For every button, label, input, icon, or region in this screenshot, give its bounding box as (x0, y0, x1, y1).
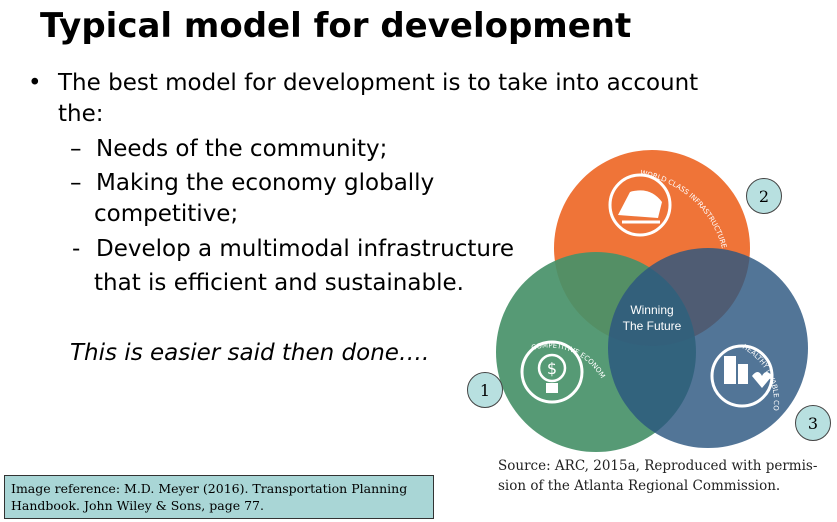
buildings-heart-icon (710, 344, 774, 408)
italic-note: This is easier said then done…. (70, 340, 430, 366)
venn-diagram: WORLD CLASS INFRASTRUCTURE $ COMPETITIVE… (490, 150, 808, 452)
reference-line2: Handbook. John Wiley & Sons, page 77. (11, 498, 264, 513)
svg-text:$: $ (547, 359, 557, 378)
venn-label-2: 2 (746, 178, 782, 214)
sub-item-community: Needs of the community; (96, 136, 388, 162)
bullet-text-line1: The best model for development is to tak… (58, 70, 699, 96)
sub-dash-2: – (70, 170, 82, 196)
source-line2: sion of the Atlanta Regional Commission. (498, 478, 781, 494)
slide-title: Typical model for development (40, 6, 632, 46)
venn-label-3: 3 (795, 405, 831, 441)
sub-item-economy-line2: competitive; (94, 201, 239, 227)
venn-label-1: 1 (467, 372, 503, 408)
train-icon (608, 173, 672, 237)
bullet-dot: • (28, 70, 42, 96)
sub-item-economy-line1: Making the economy globally (96, 170, 435, 196)
reference-line1: Image reference: M.D. Meyer (2016). Tran… (11, 481, 408, 496)
sub-dash-1: – (70, 136, 82, 162)
source-caption: Source: ARC, 2015a, Reproduced with perm… (498, 456, 817, 496)
venn-circle-communities (608, 248, 808, 448)
venn-center-line2: The Future (623, 319, 682, 333)
sub-dash-3: - (72, 236, 81, 262)
sub-item-infrastructure-line1: Develop a multimodal infrastructure (96, 236, 515, 262)
source-line1: Source: ARC, 2015a, Reproduced with perm… (498, 458, 818, 474)
venn-center-line1: Winning (630, 303, 673, 317)
sub-item-infrastructure-line2: that is efficient and sustainable. (94, 270, 464, 296)
image-reference-box: Image reference: M.D. Meyer (2016). Tran… (4, 475, 434, 519)
lightbulb-dollar-icon: $ (520, 340, 584, 404)
bullet-text-line2: the: (58, 101, 104, 127)
